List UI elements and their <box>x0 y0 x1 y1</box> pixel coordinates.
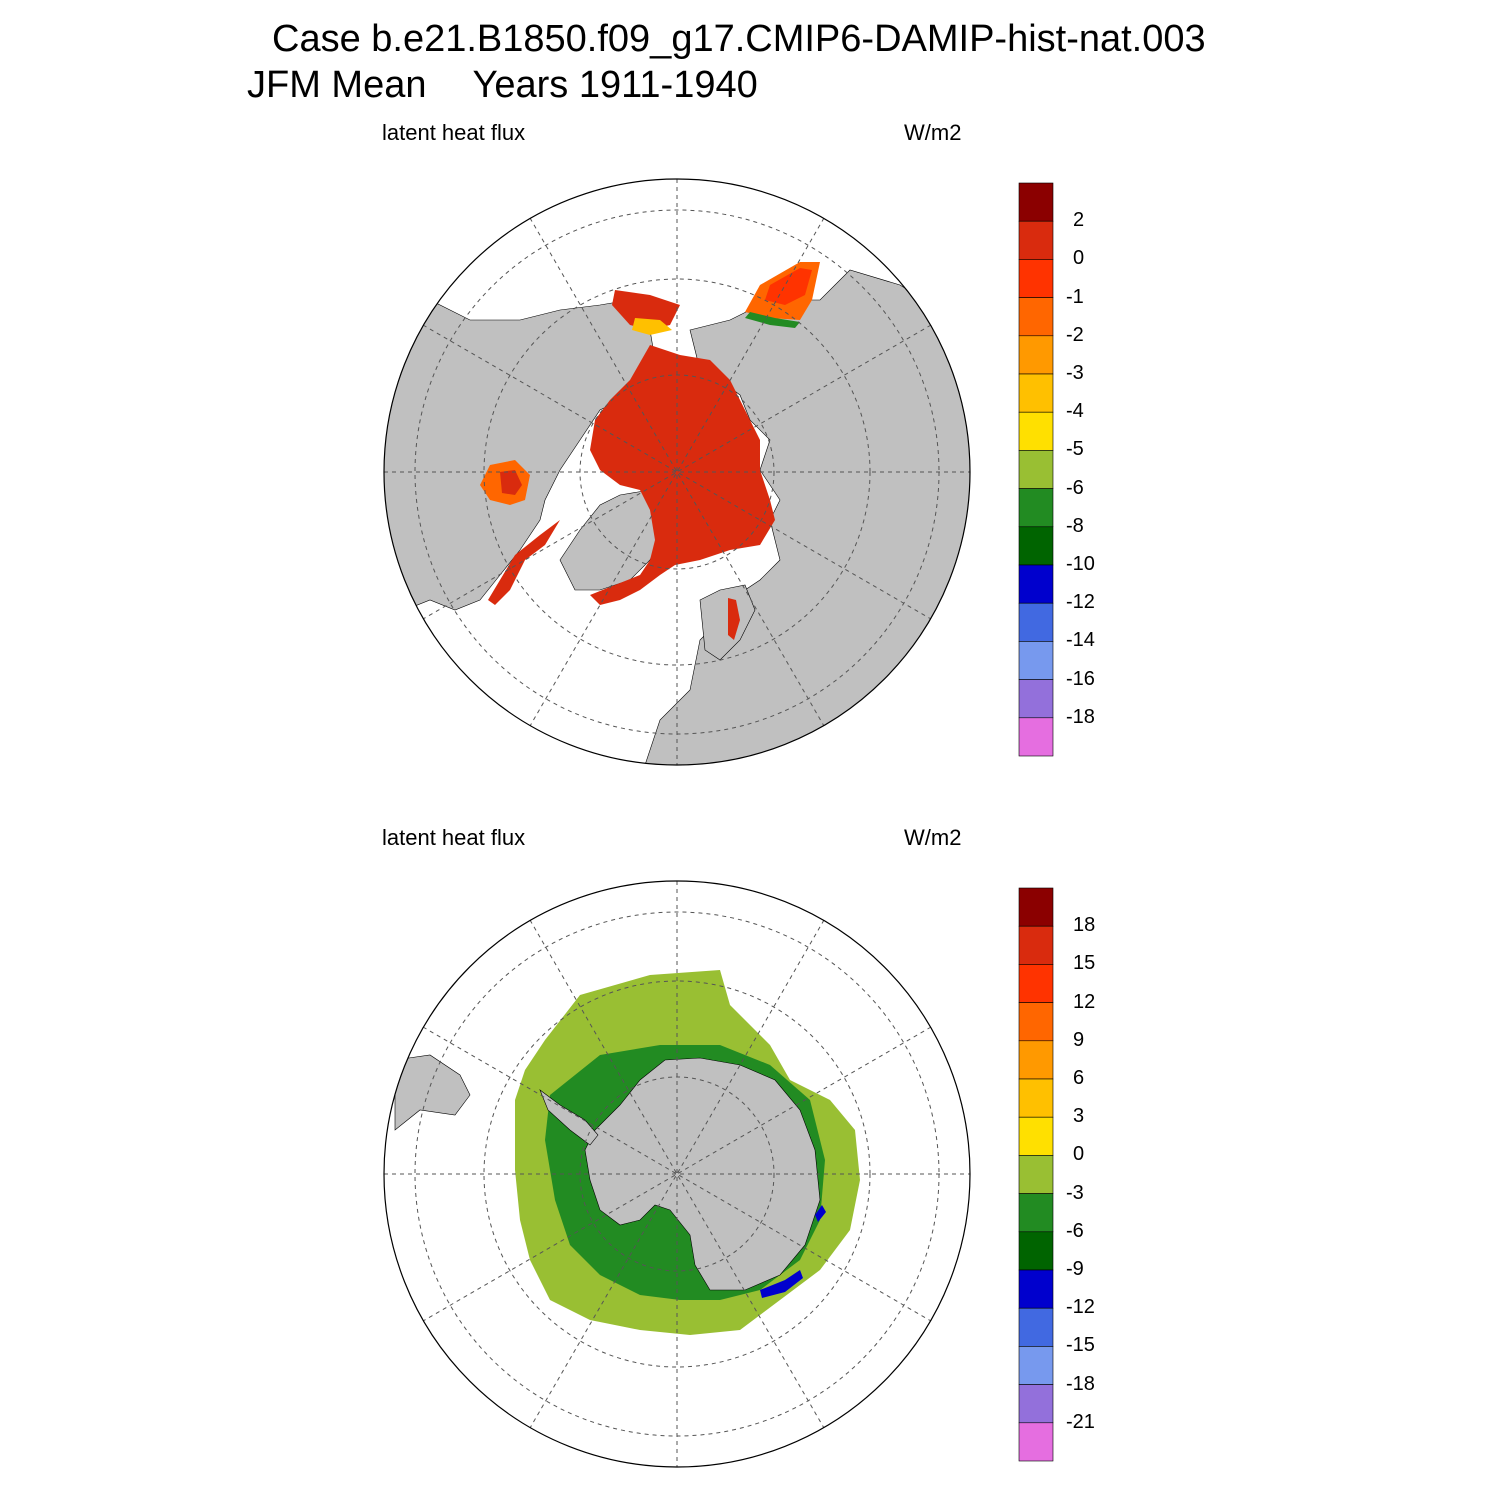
south-colorbar-label: -18 <box>1066 1372 1095 1395</box>
north-colorbar-label: -14 <box>1066 629 1095 652</box>
north-colorbar-label: -16 <box>1066 667 1095 690</box>
north-colorbar-box-0 <box>1018 182 1054 222</box>
south-colorbar-box-8 <box>1018 1193 1054 1233</box>
north-colorbar <box>1018 182 1054 757</box>
south-colorbar-box-14 <box>1018 1422 1054 1462</box>
south-land-south-america <box>394 1054 471 1131</box>
south-colorbar-label: 3 <box>1073 1105 1085 1128</box>
south-colorbar <box>1018 887 1054 1462</box>
south-colorbar-box-0 <box>1018 887 1054 927</box>
north-colorbar-box-12 <box>1018 641 1054 680</box>
south-colorbar-label: 9 <box>1073 1028 1085 1051</box>
north-flux-okhotsk-core <box>765 268 812 305</box>
north-flux-bering-edge <box>632 318 672 335</box>
north-colorbar-box-14 <box>1018 717 1054 757</box>
south-flux-coastal-east <box>815 1205 826 1222</box>
north-units-label: W/m2 <box>904 120 962 145</box>
north-colorbar-box-11 <box>1018 602 1054 642</box>
north-colorbar-box-13 <box>1018 679 1054 719</box>
south-colorbar-label: 0 <box>1073 1143 1085 1166</box>
north-colorbar-label: -1 <box>1066 285 1084 308</box>
north-colorbar-label: -6 <box>1066 476 1084 499</box>
north-land-scandinavia <box>699 584 756 661</box>
north-colorbar-box-10 <box>1018 564 1054 604</box>
south-colorbar-box-9 <box>1018 1231 1054 1271</box>
north-colorbar-label: -2 <box>1066 323 1084 346</box>
north-flux-labrador <box>488 520 560 605</box>
season-label: JFM Mean <box>247 64 427 106</box>
south-colorbar-box-10 <box>1018 1269 1054 1309</box>
north-land-america <box>384 299 656 621</box>
north-colorbar-box-5 <box>1018 373 1054 413</box>
south-colorbar-box-13 <box>1018 1384 1054 1424</box>
north-colorbar-box-7 <box>1018 450 1054 489</box>
case-title: Case b.e21.B1850.f09_g17.CMIP6-DAMIP-his… <box>272 18 1206 60</box>
north-colorbar-label: 0 <box>1073 247 1085 270</box>
north-colorbar-label: -3 <box>1066 362 1084 384</box>
south-colorbar-label: 15 <box>1073 952 1096 975</box>
north-colorbar-label: -18 <box>1066 705 1095 728</box>
period-title: JFM Mean Years 1911-1940 <box>247 64 758 107</box>
south-colorbar-label: -3 <box>1066 1181 1084 1204</box>
south-units-label: W/m2 <box>904 825 962 850</box>
north-colorbar-box-8 <box>1018 488 1054 528</box>
north-flux-bering <box>612 290 680 330</box>
south-colorbar-label: 18 <box>1073 914 1096 937</box>
north-flux-baltic <box>728 598 740 640</box>
north-colorbar-box-4 <box>1018 335 1054 375</box>
north-colorbar-box-2 <box>1018 259 1054 298</box>
south-variable-label: latent heat flux <box>382 825 526 850</box>
north-flux-hudson-core <box>500 470 522 495</box>
north-colorbar-label: -12 <box>1066 591 1095 614</box>
south-colorbar-label: -6 <box>1066 1219 1084 1242</box>
south-colorbar-label: -12 <box>1066 1296 1095 1319</box>
south-colorbar-box-5 <box>1018 1078 1054 1118</box>
south-colorbar-label: -9 <box>1066 1258 1084 1280</box>
south-colorbar-box-11 <box>1018 1307 1054 1347</box>
south-flux-coastal <box>760 1270 803 1298</box>
north-colorbar-label: -4 <box>1066 400 1084 423</box>
years-label: Years 1911-1940 <box>472 64 758 106</box>
south-colorbar-label: -15 <box>1066 1334 1095 1357</box>
south-colorbar-box-6 <box>1018 1116 1054 1156</box>
south-colorbar-box-7 <box>1018 1155 1054 1194</box>
south-land-peninsula <box>539 1089 599 1146</box>
north-colorbar-label: 2 <box>1073 209 1085 232</box>
north-colorbar-box-3 <box>1018 297 1054 337</box>
south-colorbar-box-4 <box>1018 1040 1054 1080</box>
south-colorbar-label: -21 <box>1066 1410 1095 1433</box>
north-flux-okhotsk-green <box>745 312 800 328</box>
south-colorbar-label: 12 <box>1073 990 1096 1013</box>
north-map-border <box>383 178 971 766</box>
north-colorbar-box-9 <box>1018 526 1054 566</box>
north-colorbar-box-6 <box>1018 411 1054 451</box>
south-colorbar-box-1 <box>1018 925 1054 965</box>
north-colorbar-label: -8 <box>1066 514 1084 537</box>
south-colorbar-box-3 <box>1018 1002 1054 1042</box>
north-colorbar-label: -10 <box>1066 553 1095 575</box>
north-colorbar-box-1 <box>1018 220 1054 260</box>
north-colorbar-label: -5 <box>1066 438 1084 461</box>
south-colorbar-box-12 <box>1018 1346 1054 1385</box>
north-variable-label: latent heat flux <box>382 120 526 145</box>
south-map-border <box>383 880 971 1468</box>
south-colorbar-label: 6 <box>1073 1067 1085 1089</box>
south-colorbar-box-2 <box>1018 964 1054 1003</box>
